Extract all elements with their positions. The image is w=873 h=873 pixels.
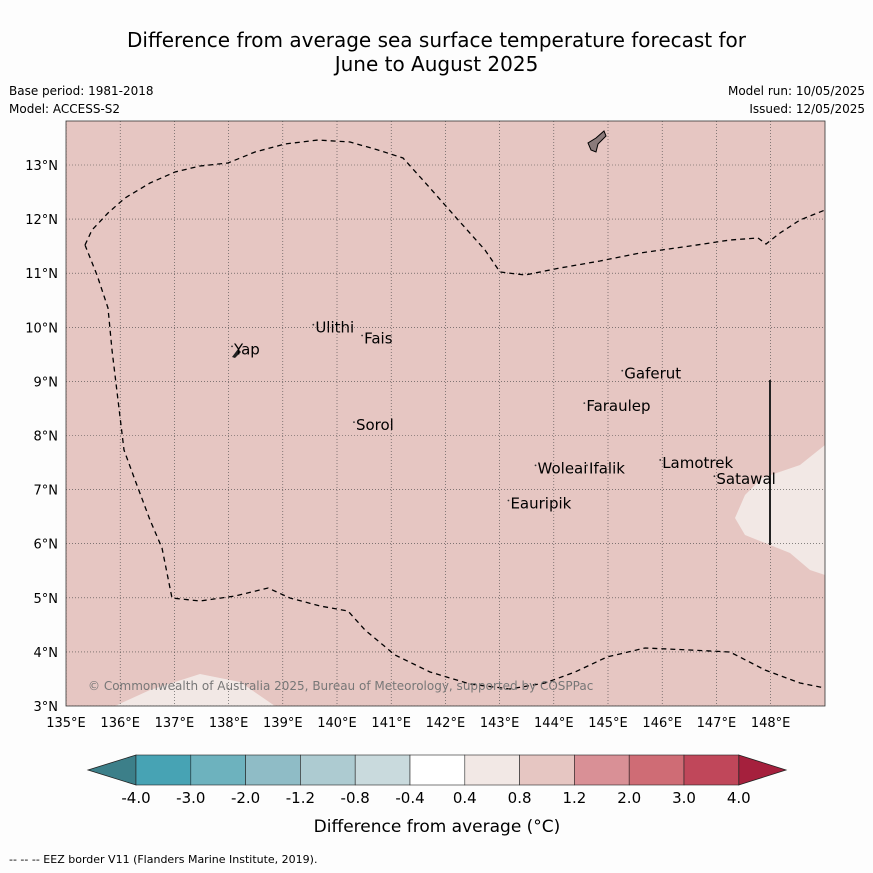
lat-tick-label: 9°N [34, 375, 59, 390]
colorbar-tick-label: 0.8 [508, 789, 532, 807]
title-line-1: Difference from average sea surface temp… [126, 28, 746, 52]
copyright-text: © Commonwealth of Australia 2025, Bureau… [88, 679, 593, 693]
colorbar-segment [464, 754, 520, 786]
colorbar-tick-label: -3.0 [176, 789, 205, 807]
colorbar-tick-label: -0.4 [395, 789, 424, 807]
island-label: Gaferut [624, 365, 681, 383]
island-label: Ifalik [589, 459, 625, 477]
colorbar-tick-label: 2.0 [617, 789, 641, 807]
colorbar-tick-label: -2.0 [231, 789, 260, 807]
island-marker [353, 421, 355, 423]
island-marker [231, 345, 233, 348]
map-background [66, 121, 825, 706]
island-marker [586, 464, 588, 467]
yap-island-shape [232, 349, 241, 358]
island-label: Eauripik [510, 495, 571, 513]
lon-tick-label: 147°E [697, 716, 737, 731]
island-label: Woleai [538, 459, 588, 477]
colorbar-tick-label: -4.0 [121, 789, 150, 807]
lat-tick-label: 8°N [34, 430, 59, 445]
colorbar-segment [300, 754, 356, 786]
lon-tick-label: 142°E [426, 716, 466, 731]
lon-tick-label: 148°E [751, 716, 791, 731]
colorbar-tick-label: 0.4 [453, 789, 477, 807]
grid-lines [66, 121, 825, 706]
lat-tick-label: 10°N [25, 321, 58, 336]
lat-tick-label: 4°N [34, 646, 59, 661]
lat-tick-label: 3°N [34, 700, 59, 715]
near-average-region-south [115, 674, 275, 706]
colorbar-tick-label: 4.0 [727, 789, 751, 807]
meta-left: Base period: 1981-2018 Model: ACCESS-S2 [9, 82, 154, 118]
colorbar-extend-high [738, 754, 788, 786]
colorbar-segment [519, 754, 575, 786]
lat-tick-label: 7°N [34, 484, 59, 499]
island-label: Fais [364, 330, 393, 348]
colorbar-extend-low [86, 754, 137, 786]
lon-tick-label: 138°E [209, 716, 249, 731]
island-label: Lamotrek [662, 454, 733, 472]
island-labels: Yap Ulithi Fais Sorol Gaferut Faraulep Woleai I… [231, 319, 776, 513]
colorbar-tick-label: 1.2 [562, 789, 586, 807]
base-period: Base period: 1981-2018 [9, 84, 154, 98]
eez-border-line [84, 139, 825, 690]
near-average-region-east [735, 445, 825, 575]
meta-right: Model run: 10/05/2025 Issued: 12/05/2025 [728, 82, 865, 118]
colorbar-segment [354, 754, 411, 786]
guam-island-shape [587, 130, 607, 153]
lon-tick-label: 145°E [588, 716, 628, 731]
lat-tick-label: 5°N [34, 592, 59, 607]
lat-tick-label: 12°N [25, 213, 58, 228]
lon-tick-label: 137°E [155, 716, 195, 731]
island-label: Ulithi [315, 319, 354, 337]
island-label: Yap [233, 340, 260, 358]
model-name: Model: ACCESS-S2 [9, 102, 121, 116]
colorbar-segment [190, 754, 246, 786]
issued-date: Issued: 12/05/2025 [749, 102, 865, 116]
lon-tick-label: 135°E [46, 716, 86, 731]
lat-tick-label: 13°N [25, 159, 58, 174]
lon-tick-label: 140°E [317, 716, 357, 731]
colorbar-segment [628, 754, 685, 786]
footer-note: -- -- -- EEZ border V11 (Flanders Marine… [9, 853, 318, 866]
colorbar-segment [409, 754, 466, 786]
model-run: Model run: 10/05/2025 [727, 84, 865, 98]
lat-tick-label: 11°N [25, 267, 58, 282]
lon-tick-label: 144°E [534, 716, 574, 731]
lon-tick-label: 143°E [480, 716, 520, 731]
island-marker [361, 334, 363, 337]
island-marker [534, 464, 537, 467]
lon-tick-label: 139°E [263, 716, 303, 731]
lat-tick-label: 6°N [34, 538, 59, 553]
colorbar-title: Difference from average (°C) [314, 817, 561, 837]
colorbar-segment [574, 754, 630, 786]
colorbar: -4.0 -3.0 -2.0 -1.2 -0.8 -0.4 0.4 0.8 1.2 2.0 3.0 4… [86, 754, 788, 807]
colorbar-tick-label: -0.8 [341, 789, 370, 807]
island-marker [713, 475, 716, 478]
island-marker [507, 499, 510, 502]
lon-tick-label: 141°E [371, 716, 411, 731]
island-marker [621, 369, 624, 372]
colorbar-segment [245, 754, 301, 786]
island-marker [583, 402, 586, 405]
colorbar-segment [683, 754, 740, 786]
lon-tick-label: 146°E [642, 716, 682, 731]
axis-tick-labels: 135°E 136°E 137°E 138°E 139°E 140°E 141°E 142°E… [25, 159, 790, 731]
plot-frame [65, 120, 826, 707]
chart-title: Difference from average sea surface temp… [0, 28, 873, 76]
title-line-2: June to August 2025 [334, 52, 539, 76]
colorbar-segment [135, 754, 192, 786]
island-marker [659, 459, 662, 461]
colorbar-tick-label: -1.2 [286, 789, 315, 807]
island-label: Satawal [716, 470, 775, 488]
island-label: Faraulep [586, 397, 650, 415]
colorbar-tick-label: 3.0 [672, 789, 696, 807]
island-label: Sorol [356, 416, 394, 434]
lon-tick-label: 136°E [100, 716, 140, 731]
island-marker [312, 323, 315, 326]
